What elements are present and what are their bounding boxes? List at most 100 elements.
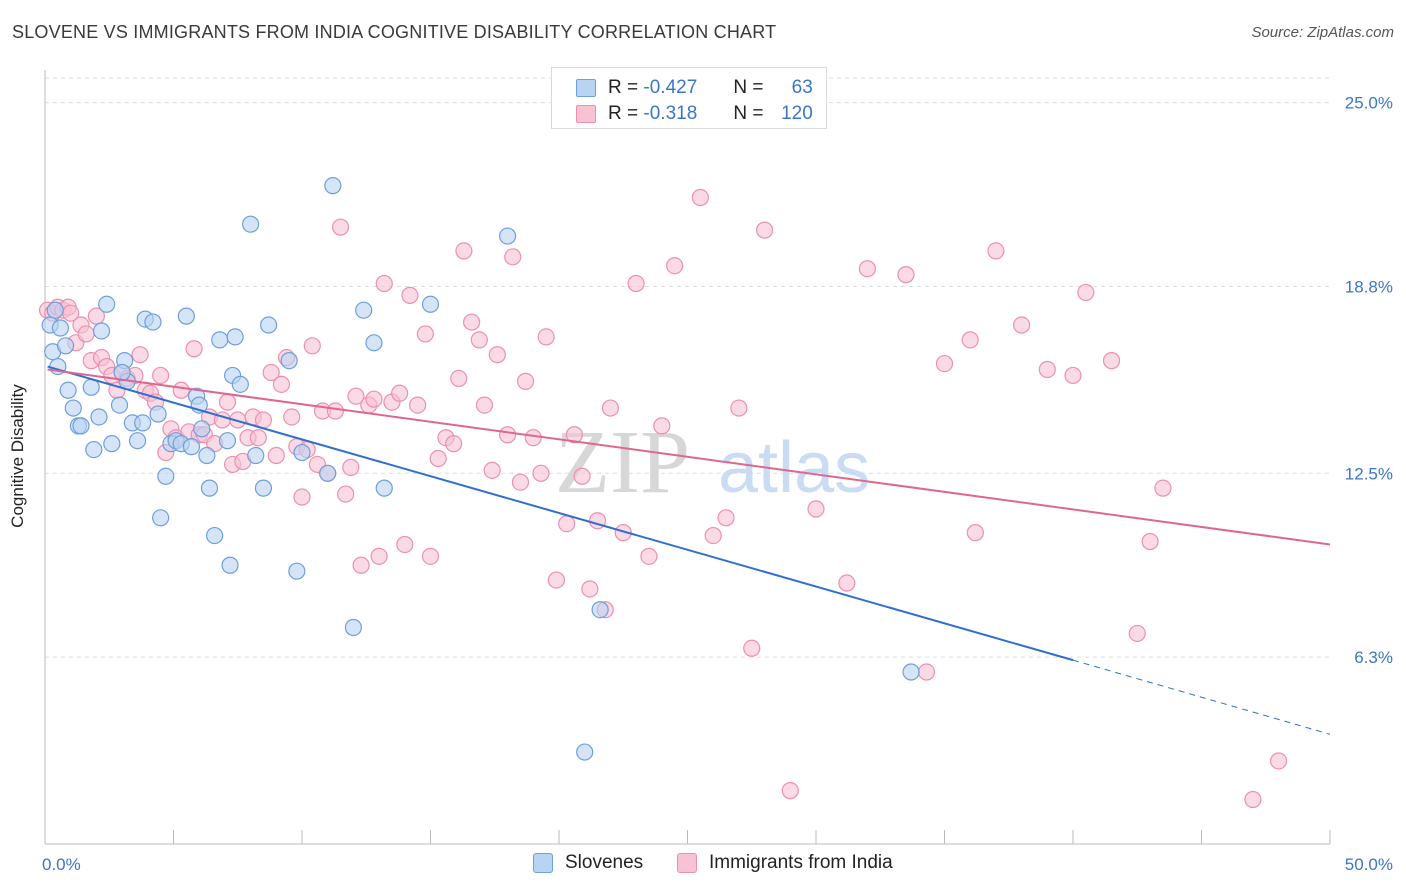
slovene-point bbox=[499, 227, 517, 245]
trend-lines bbox=[47, 365, 1331, 735]
watermark: ZIP atlas bbox=[555, 413, 870, 512]
slovene-point bbox=[193, 420, 211, 438]
india-swatch bbox=[677, 853, 697, 873]
slovene-point bbox=[365, 334, 383, 352]
india-point bbox=[416, 325, 434, 343]
n-value: 120 bbox=[781, 103, 813, 124]
india-point bbox=[303, 337, 321, 355]
source-label: Source: ZipAtlas.com bbox=[1251, 24, 1394, 41]
india-point bbox=[1012, 316, 1031, 334]
india-point bbox=[131, 346, 149, 364]
india-point bbox=[601, 399, 620, 417]
slovene-point bbox=[200, 479, 219, 497]
y-axis-label: Cognitive Disability bbox=[8, 384, 27, 528]
india-point bbox=[743, 639, 761, 657]
india-point bbox=[581, 580, 599, 598]
slovene-point bbox=[344, 618, 362, 637]
legend-item-india[interactable]: Immigrants from India bbox=[677, 852, 893, 874]
india-point bbox=[961, 331, 979, 349]
slovenes-swatch bbox=[533, 853, 553, 873]
n-value: 63 bbox=[791, 77, 813, 98]
legend-item-slovenes[interactable]: Slovenes bbox=[533, 852, 643, 874]
slovene-point bbox=[902, 663, 920, 681]
india-point bbox=[966, 524, 984, 542]
legend-label-india: Immigrants from India bbox=[709, 852, 893, 873]
india-point bbox=[483, 461, 501, 479]
india-point bbox=[293, 488, 311, 506]
india-point bbox=[1269, 752, 1288, 770]
legend-row-india: R = -0.318 N = 120 bbox=[576, 102, 813, 126]
india-point bbox=[391, 384, 409, 402]
india-point bbox=[511, 473, 530, 491]
r-label: R = bbox=[608, 103, 639, 124]
slovene-point bbox=[218, 432, 237, 450]
india-point bbox=[455, 242, 473, 260]
slovene-point bbox=[280, 352, 298, 370]
slovene-point bbox=[182, 438, 201, 456]
india-point bbox=[858, 260, 877, 278]
slovene-point bbox=[177, 307, 195, 325]
r-value: -0.318 bbox=[643, 103, 698, 124]
india-point bbox=[1128, 624, 1146, 643]
india-point bbox=[172, 381, 190, 399]
slovene-point bbox=[59, 381, 77, 399]
india-point bbox=[1077, 283, 1095, 302]
india-point bbox=[717, 509, 735, 527]
india-point bbox=[627, 274, 645, 293]
india-point bbox=[524, 429, 542, 447]
india-point bbox=[807, 500, 825, 518]
axes bbox=[44, 70, 1331, 845]
slovene-points bbox=[41, 177, 920, 761]
slovene-point bbox=[134, 414, 152, 432]
y-tick-label: 12.5% bbox=[1345, 464, 1393, 483]
slovene-point bbox=[98, 295, 116, 313]
india-point bbox=[283, 408, 301, 426]
india-point bbox=[614, 524, 632, 542]
slovene-point bbox=[157, 467, 175, 485]
india-point bbox=[1154, 479, 1172, 497]
slovene-point bbox=[85, 440, 103, 459]
india-point bbox=[396, 535, 414, 554]
grid-lines bbox=[45, 77, 1330, 658]
slovene-point bbox=[149, 405, 167, 423]
slovene-trend-extension bbox=[1072, 659, 1331, 735]
india-point bbox=[573, 467, 591, 485]
india-point bbox=[77, 325, 95, 343]
y-tick-label: 6.3% bbox=[1354, 648, 1393, 667]
slovene-point bbox=[355, 301, 373, 319]
india-point bbox=[547, 571, 566, 589]
india-point bbox=[499, 426, 517, 444]
india-point bbox=[445, 435, 463, 453]
watermark-atlas: atlas bbox=[718, 428, 870, 508]
india-point bbox=[558, 515, 576, 533]
india-point bbox=[653, 417, 671, 435]
slovene-point bbox=[226, 328, 244, 346]
series-legend: Slovenes Immigrants from India bbox=[0, 850, 1406, 878]
india-point bbox=[272, 375, 291, 393]
tick-labels: 6.3% 12.5% 18.8% 25.0% 0.0% 50.0% bbox=[42, 94, 1393, 874]
slovene-point bbox=[375, 479, 393, 497]
y-tick-label: 18.8% bbox=[1345, 277, 1393, 296]
india-point bbox=[370, 547, 388, 565]
chart-title: SLOVENE VS IMMIGRANTS FROM INDIA COGNITI… bbox=[12, 22, 777, 42]
slovene-point bbox=[64, 399, 82, 417]
india-point bbox=[917, 663, 936, 681]
india-point bbox=[640, 547, 658, 565]
slovene-trend-line bbox=[47, 365, 1074, 662]
india-point bbox=[331, 218, 350, 236]
slovene-point bbox=[72, 417, 90, 435]
y-tick-label: 25.0% bbox=[1345, 94, 1393, 113]
india-point bbox=[185, 340, 203, 358]
slovene-point bbox=[576, 743, 594, 761]
n-label: N = bbox=[733, 103, 764, 124]
india-point bbox=[666, 257, 684, 275]
slovene-point bbox=[293, 443, 311, 462]
india-point bbox=[537, 328, 555, 346]
slovene-point bbox=[591, 601, 609, 619]
india-point bbox=[935, 354, 954, 373]
slovene-point bbox=[152, 509, 170, 527]
india-point bbox=[409, 396, 427, 414]
india-point bbox=[475, 396, 494, 414]
india-point bbox=[1064, 366, 1082, 385]
